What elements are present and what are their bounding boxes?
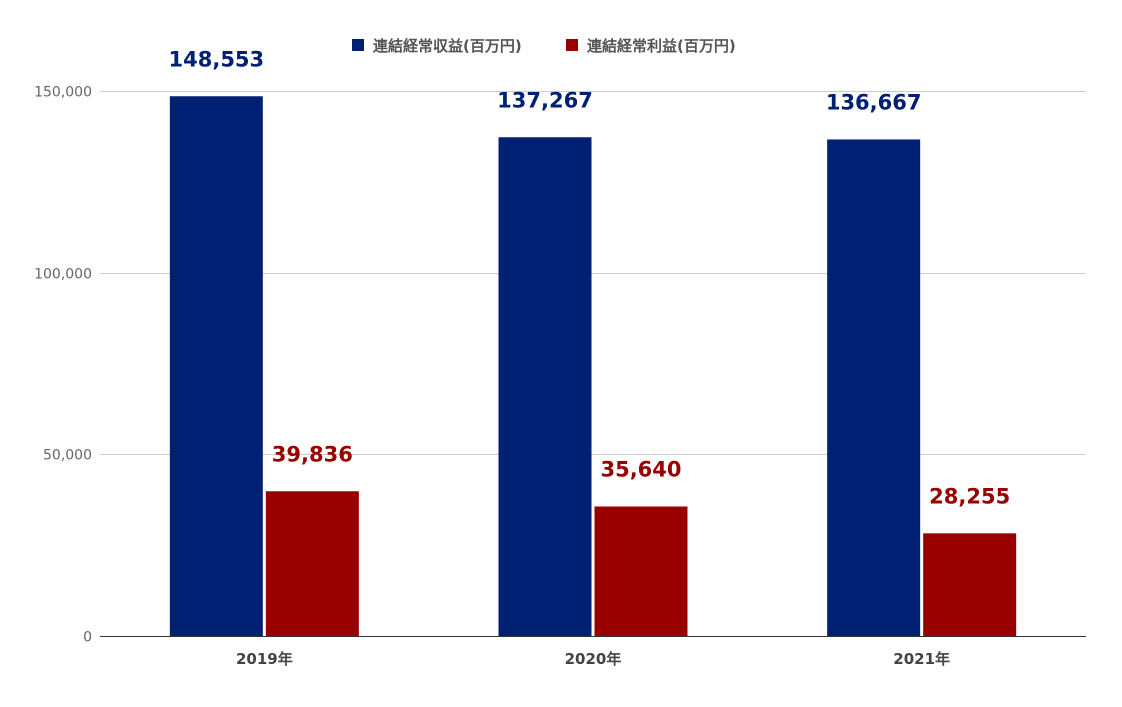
y-tick-label: 50,000 [43, 448, 92, 464]
data-labels: 148,553 39,836 137,267 35,640 136,667 28,255 [169, 47, 1011, 508]
bar-profit-2[interactable] [923, 533, 1017, 636]
data-label: 28,255 [929, 484, 1010, 508]
bar-revenue-2[interactable] [827, 139, 921, 636]
data-label: 148,553 [169, 47, 265, 71]
legend-label[interactable]: 連結経常利益(百万円) [587, 37, 736, 55]
y-axis-tick-labels: 0 50,000 100,000 150,000 [34, 85, 92, 646]
legend-swatch [352, 39, 364, 51]
bar-revenue-1[interactable] [498, 137, 592, 636]
bars [169, 96, 1017, 636]
x-tick-label: 2019年 [236, 650, 293, 668]
y-tick-label: 0 [83, 630, 92, 646]
bar-profit-0[interactable] [265, 491, 359, 636]
y-tick-label: 100,000 [34, 267, 92, 283]
bar-revenue-0[interactable] [169, 96, 263, 636]
legend-label[interactable]: 連結経常収益(百万円) [373, 37, 522, 55]
gridlines [100, 91, 1086, 637]
x-tick-label: 2020年 [565, 650, 622, 668]
y-tick-label: 150,000 [34, 85, 92, 101]
legend[interactable]: 連結経常収益(百万円) 連結経常利益(百万円) [352, 37, 736, 55]
data-label: 39,836 [272, 442, 353, 466]
data-label: 137,267 [497, 88, 593, 112]
x-tick-label: 2021年 [893, 650, 950, 668]
x-axis-tick-labels: 2019年 2020年 2021年 [236, 650, 950, 668]
data-label: 35,640 [600, 458, 681, 482]
data-label: 136,667 [826, 90, 922, 114]
legend-swatch [566, 39, 578, 51]
bar-profit-1[interactable] [594, 506, 688, 636]
